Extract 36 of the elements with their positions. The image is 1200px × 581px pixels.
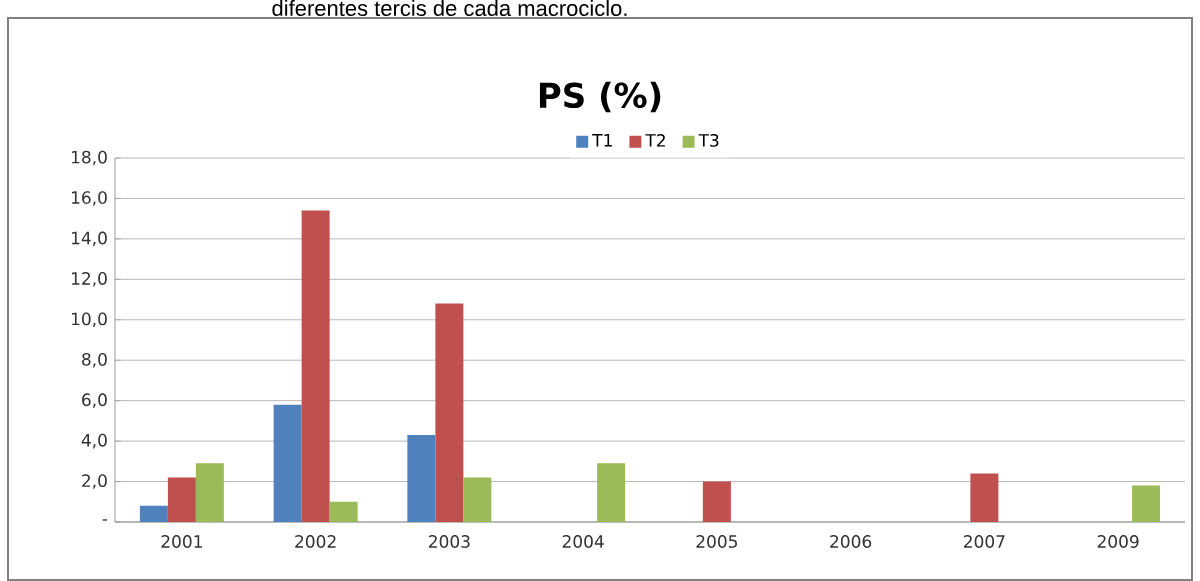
x-tick-label: 2009 (1097, 535, 1139, 548)
x-tick-label: 2005 (696, 535, 737, 548)
bar (970, 473, 999, 522)
legend-label: T2 (645, 133, 665, 147)
x-tick-label: 2001 (161, 535, 202, 548)
x-tick-label: 2004 (562, 535, 604, 548)
chart-title: PS (%) (539, 81, 661, 113)
bar (139, 505, 168, 522)
y-tick-label: 14,0 (71, 231, 107, 247)
bar (1132, 485, 1161, 522)
y-tick-label: 2,0 (82, 474, 107, 489)
bar (702, 481, 731, 522)
bar (597, 463, 626, 522)
y-tick-label: 8,0 (82, 352, 107, 368)
y-tick-label: 16,0 (71, 191, 107, 206)
text: diferentes tercis de cada macrociclo. (272, 0, 627, 17)
bar (273, 404, 302, 522)
bar (301, 210, 330, 522)
y-tick-label: - (102, 519, 108, 521)
legend-label: T3 (698, 133, 719, 147)
y-tick-label: 6,0 (82, 393, 107, 408)
x-tick-label: 2002 (295, 535, 336, 548)
x-tick-label: 2006 (830, 535, 872, 548)
bar (167, 477, 196, 522)
legend-label: T1 (592, 134, 612, 147)
bar (463, 477, 492, 522)
x-tick-label: 2003 (429, 535, 470, 548)
y-tick-label: 18,0 (71, 150, 107, 166)
bar (195, 463, 224, 522)
bar (435, 303, 464, 522)
bar (329, 501, 358, 522)
x-tick-label: 2007 (964, 535, 1005, 548)
y-tick-label: 10,0 (71, 312, 107, 328)
y-tick-label: 12,0 (71, 272, 107, 287)
y-tick-label: 4,0 (81, 433, 107, 449)
bar (407, 435, 436, 522)
